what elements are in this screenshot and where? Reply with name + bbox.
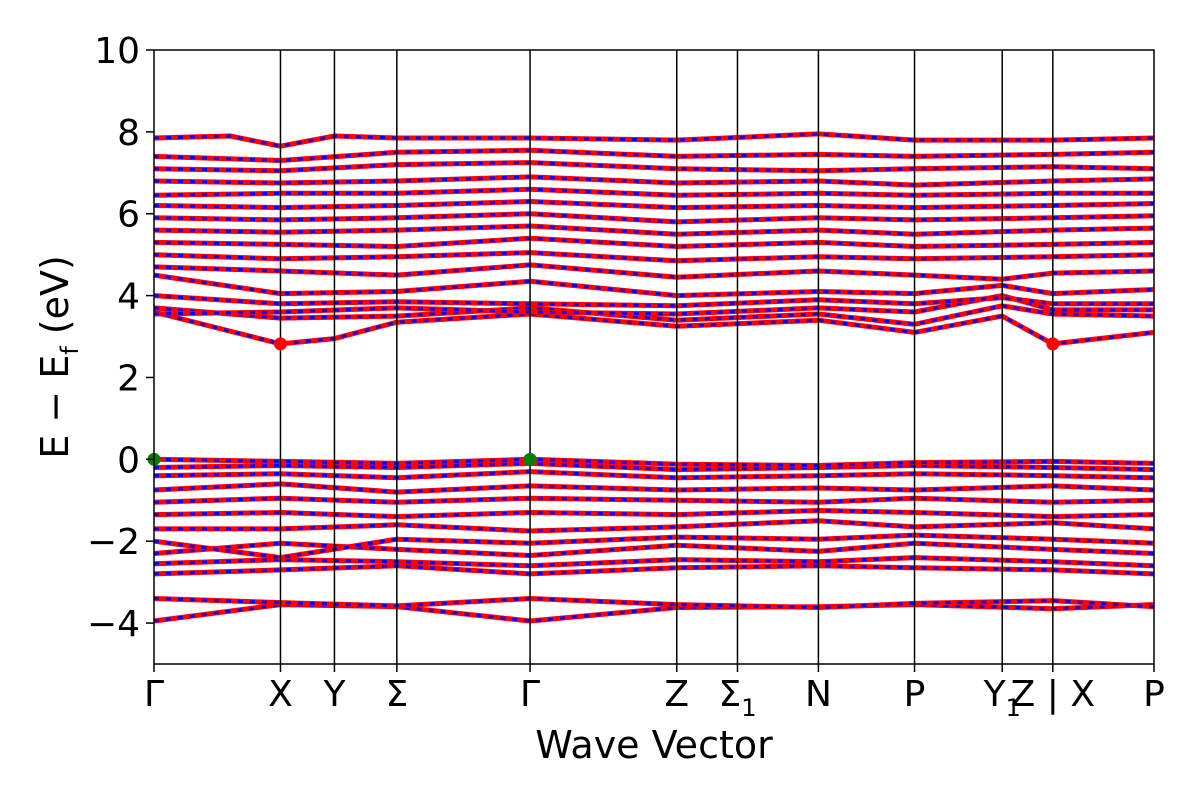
x-tick-label-3: Σ [385,674,408,715]
y-tick-label-0: −4 [87,604,140,645]
band-line-spin-down-3 [153,556,1155,568]
band-line-spin-down-1 [153,596,1155,610]
high-symmetry-lines [279,50,1054,664]
band-line-spin-down-4 [153,541,1155,558]
band-line-spin-up-8 [153,495,1155,505]
band-line-spin-down-11 [153,461,1155,472]
band-line-spin-down-6 [154,519,1155,533]
y-tick-label-1: −2 [87,522,140,563]
x-tick-label-8: P [904,674,926,715]
band-line-spin-down-16 [153,294,1154,308]
band-line-spin-up-21 [153,223,1155,237]
x-axis-ticks: Γ X Y Σ Γ Z Σ1 N P Y1Z | X P [144,664,1165,722]
band-line-spin-up-24 [153,186,1154,198]
band-line-spin-up-9 [153,481,1155,495]
band-line-spin-up-18 [153,262,1155,282]
band-edge-markers [147,337,1060,466]
x-axis-label: Wave Vector [535,723,773,767]
x-tick-label-0: Γ [144,674,164,715]
y-tick-label-3: 2 [117,358,140,399]
svg-text:E − Ef (eV): E − Ef (eV) [33,255,84,459]
x-tick-label-11: P [1143,674,1165,715]
band-line-spin-down-25 [153,175,1155,187]
x-tick-label-9: Y1 [983,674,1021,722]
band-lines [153,131,1155,624]
band-line-spin-down-22 [153,212,1155,224]
band-line-spin-down-14 [153,304,1155,326]
band-line-spin-down-12 [153,457,1155,468]
band-line-spin-down-23 [153,199,1155,210]
band-line-spin-down-0 [153,603,1155,623]
y-axis-label-subscript: f [56,346,84,355]
band-line-spin-up-10 [153,469,1155,481]
y-tick-label-2: 0 [117,440,140,481]
band-line-spin-up-25 [153,174,1155,188]
x-tick-label-7: N [805,674,832,715]
band-line-spin-up-23 [153,199,1155,211]
x-tick-label-4: Γ [520,674,540,715]
x-tick-label-5: Z [664,674,689,715]
band-line-spin-up-26 [153,160,1155,174]
band-line-spin-down-26 [153,161,1155,173]
band-line-spin-up-6 [154,518,1155,534]
band-line-spin-down-24 [153,187,1154,197]
y-tick-label-5: 6 [117,195,140,236]
band-line-spin-up-2 [153,563,1155,577]
band-line-spin-down-27 [153,148,1155,163]
y-tick-label-4: 4 [117,277,140,318]
band-line-spin-up-20 [153,235,1155,249]
x-tick-label-6: Σ1 [718,674,756,722]
band-line-spin-down-21 [153,224,1155,236]
y-axis-label: E − Ef (eV) [33,255,84,459]
y-axis-label-unit: (eV) [33,255,77,334]
band-line-spin-down-9 [153,482,1155,494]
band-edge-marker-3 [1046,337,1060,351]
y-axis-ticks: −4 −2 0 2 4 6 8 10 [87,31,154,645]
band-line-spin-down-10 [153,470,1155,480]
x-tick-label-10: Z | X [1011,674,1095,715]
band-line-spin-down-19 [153,251,1155,263]
band-line-spin-up-22 [153,211,1155,225]
band-line-spin-down-2 [153,564,1155,576]
band-line-spin-down-20 [153,236,1155,249]
band-line-spin-down-28 [153,132,1155,148]
band-line-spin-up-19 [153,250,1155,264]
band-line-spin-down-18 [153,263,1155,281]
band-line-spin-up-3 [153,555,1155,569]
band-line-spin-down-17 [153,273,1155,298]
x-tick-label-2: Y [322,674,346,715]
y-tick-label-7: 10 [94,31,140,72]
y-axis-label-main: E − E [33,355,77,459]
band-line-spin-down-8 [153,496,1155,504]
band-line-spin-up-7 [153,508,1155,520]
band-line-spin-up-27 [153,147,1155,163]
band-line-spin-down-7 [153,508,1155,519]
plot-frame [153,49,1155,665]
band-line-spin-down-5 [153,533,1155,560]
band-edge-marker-1 [523,452,537,466]
y-tick-label-6: 8 [117,113,140,154]
x-tick-label-1: X [268,674,293,715]
band-edge-marker-2 [273,337,287,351]
